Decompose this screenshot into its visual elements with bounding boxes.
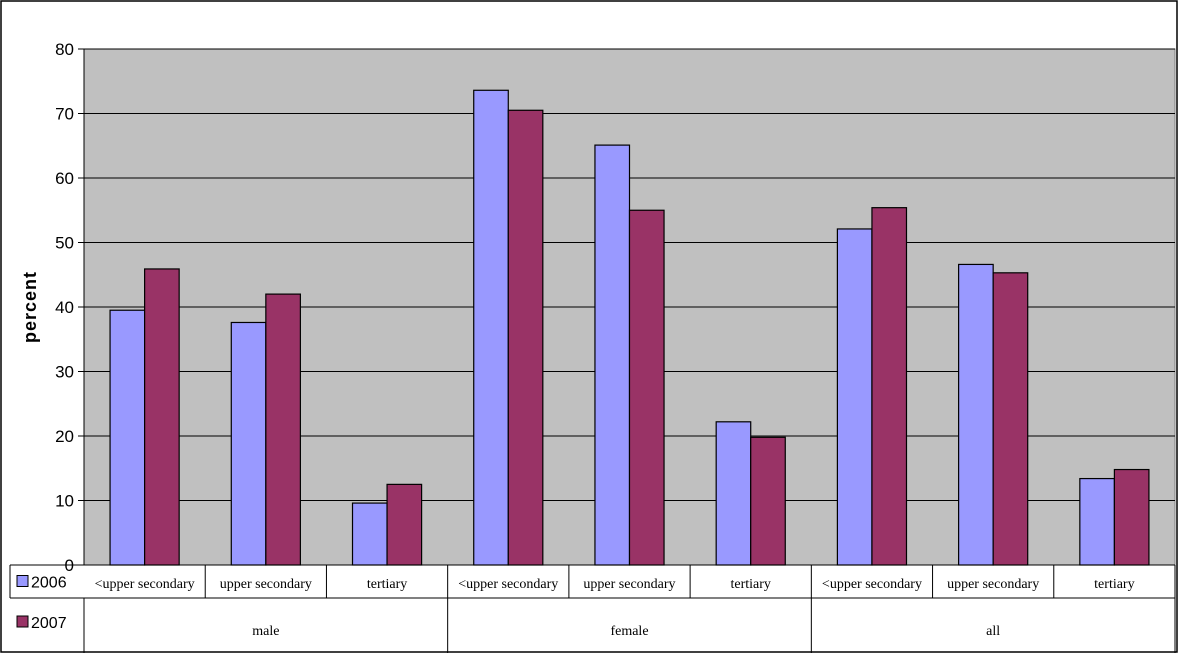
bar-2007 <box>750 436 786 566</box>
x-tick-label: <upper secondary <box>458 577 558 592</box>
bar-2007 <box>507 109 544 566</box>
bar-2006 <box>715 421 752 566</box>
bar-2006 <box>351 502 388 566</box>
x-tick-label: tertiary <box>367 577 407 592</box>
bar-2007 <box>992 272 1029 566</box>
x-tick-label: upper secondary <box>220 577 312 592</box>
x-tick-label: <upper secondary <box>95 577 195 592</box>
y-tick-label: 10 <box>55 492 74 511</box>
bar-2007 <box>871 207 908 566</box>
bar-2007 <box>144 268 180 566</box>
y-tick-label: 60 <box>55 169 74 188</box>
y-tick-label: 80 <box>55 40 74 59</box>
group-label: female <box>610 624 648 639</box>
y-tick-label: 50 <box>55 234 74 253</box>
bar-2006 <box>958 263 994 566</box>
legend-label: 2006 <box>31 575 67 592</box>
x-tick-label: upper secondary <box>583 577 675 592</box>
bar-2006 <box>836 228 873 566</box>
x-tick-label: <upper secondary <box>822 577 922 592</box>
bar-2006 <box>230 321 267 566</box>
x-tick-label: tertiary <box>731 577 771 592</box>
bar-2007 <box>628 209 665 566</box>
legend-swatch <box>16 615 29 628</box>
y-axis-label: percent <box>20 271 40 343</box>
legend-swatch <box>16 575 29 587</box>
bar-2007 <box>386 483 423 566</box>
bar-2007 <box>1113 468 1150 566</box>
data-table: <upper secondary upper secondary tertiary <… <box>9 564 1176 653</box>
x-tick-label: upper secondary <box>947 577 1039 592</box>
y-tick-label: 70 <box>55 105 74 124</box>
bars <box>109 89 1150 566</box>
bar-2006 <box>1079 477 1115 566</box>
x-tick-label: tertiary <box>1094 577 1134 592</box>
bar-2006 <box>109 309 146 566</box>
y-tick-label: 30 <box>55 363 74 382</box>
y-tick-label: 20 <box>55 427 74 446</box>
bar-2006 <box>594 144 631 566</box>
group-label: all <box>986 624 1000 639</box>
legend-label: 2007 <box>31 615 67 632</box>
y-tick-label: 40 <box>55 298 74 317</box>
group-label: male <box>252 624 279 639</box>
bar-2006 <box>473 89 509 566</box>
bar-2007 <box>265 293 301 566</box>
